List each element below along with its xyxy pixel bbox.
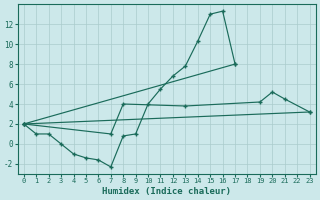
X-axis label: Humidex (Indice chaleur): Humidex (Indice chaleur)	[102, 187, 231, 196]
